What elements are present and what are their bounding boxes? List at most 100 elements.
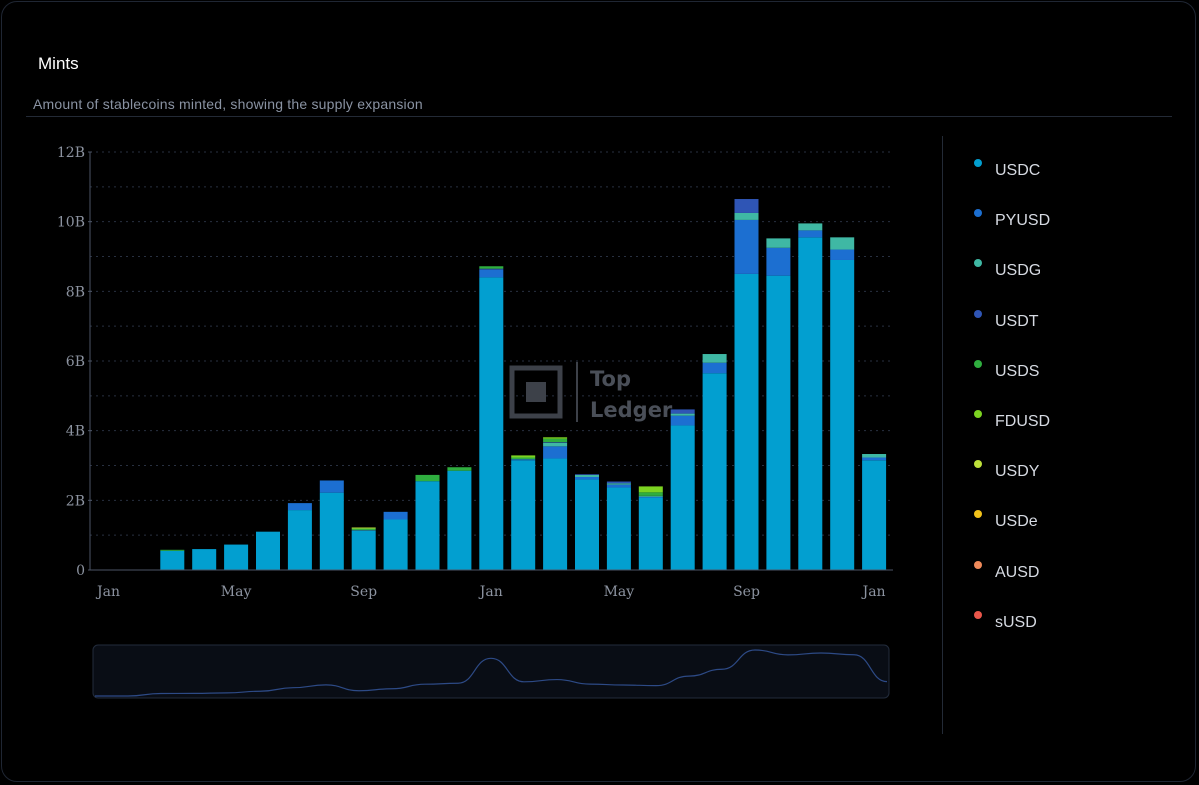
legend-dot-pyusd — [974, 209, 982, 218]
x-tick-label: May — [221, 584, 252, 600]
legend-item-usds[interactable]: USDS — [970, 357, 1170, 407]
bar-segment-pyusd[interactable] — [702, 362, 727, 374]
legend-item-pyusd[interactable]: PYUSD — [970, 206, 1170, 256]
legend-item-usdy[interactable]: USDY — [970, 457, 1170, 507]
bar-segment-usdc[interactable] — [256, 531, 280, 570]
bar-segment-usds[interactable] — [160, 549, 185, 551]
y-tick-label: 2B — [66, 493, 85, 509]
legend-label: USDY — [995, 463, 1040, 481]
bar-segment-usds[interactable] — [638, 492, 663, 496]
bar-segment-usdc[interactable] — [319, 492, 344, 570]
bar-segment-usdc[interactable] — [160, 550, 185, 570]
bar-segment-usdc[interactable] — [415, 481, 440, 570]
bar-segment-usdt[interactable] — [606, 481, 631, 484]
legend-dot-usdg — [974, 259, 982, 268]
bar-segment-usdg[interactable] — [575, 474, 599, 477]
legend-item-fdusd[interactable]: FDUSD — [970, 407, 1170, 457]
bar-segment-usds[interactable] — [543, 438, 568, 443]
bar-segment-pyusd[interactable] — [383, 511, 408, 520]
bar-segment-usdc[interactable] — [192, 549, 217, 570]
legend-item-usde[interactable]: USDe — [970, 507, 1170, 557]
bar-segment-pyusd[interactable] — [575, 476, 599, 480]
bar-segment-pyusd[interactable] — [734, 219, 759, 274]
watermark: Top Ledger — [509, 362, 673, 422]
bar-segment-pyusd[interactable] — [830, 249, 855, 260]
x-tick-label: May — [604, 584, 635, 600]
bar-segment-usds[interactable] — [351, 528, 376, 531]
legend-divider — [942, 136, 943, 734]
bar-segment-usds[interactable] — [447, 467, 472, 471]
x-tick-label: Jan — [478, 584, 503, 600]
legend-item-susd[interactable]: sUSD — [970, 608, 1170, 658]
bar-segment-fdusd[interactable] — [511, 455, 536, 458]
x-tick-label: Jan — [95, 584, 120, 600]
bar-segment-usdc[interactable] — [479, 277, 504, 570]
bar-segment-usdt[interactable] — [670, 409, 695, 414]
bar-segment-usdt[interactable] — [543, 442, 568, 443]
zoom-slider[interactable] — [92, 644, 890, 699]
y-tick-label: 4B — [66, 424, 85, 440]
bar-segment-usdg[interactable] — [766, 238, 791, 248]
zoom-slider-track[interactable] — [92, 644, 890, 699]
bar-segment-pyusd[interactable] — [606, 484, 631, 488]
bar-segment-pyusd[interactable] — [351, 530, 376, 531]
bar-segment-usdt[interactable] — [734, 199, 759, 213]
bar-segment-usdc[interactable] — [862, 460, 887, 570]
bar-segment-usdc[interactable] — [383, 519, 408, 570]
legend-item-usdc[interactable]: USDC — [970, 156, 1170, 206]
bar-series — [160, 199, 887, 570]
y-tick-label: 12B — [57, 145, 85, 161]
watermark-line-1: Top — [590, 367, 631, 391]
bar-segment-usdc[interactable] — [670, 425, 695, 570]
bar-segment-usdg[interactable] — [670, 413, 695, 416]
bar-segment-usdg[interactable] — [798, 223, 823, 231]
bar-segment-pyusd[interactable] — [511, 459, 536, 461]
bar-segment-usdc[interactable] — [543, 458, 568, 570]
bar-segment-pyusd[interactable] — [670, 415, 695, 426]
bar-segment-usdg[interactable] — [543, 442, 568, 447]
bar-segment-usdg[interactable] — [862, 454, 887, 458]
bar-segment-usdg[interactable] — [606, 483, 631, 485]
bar-segment-usdc[interactable] — [638, 497, 663, 570]
bar-segment-usdy[interactable] — [351, 527, 376, 529]
bar-segment-pyusd[interactable] — [638, 496, 663, 498]
bar-segment-usdg[interactable] — [702, 354, 727, 363]
bar-segment-usds[interactable] — [511, 457, 536, 460]
bar-segment-usdc[interactable] — [287, 510, 312, 570]
bar-segment-usdc[interactable] — [702, 373, 727, 570]
bar-segment-usdc[interactable] — [830, 259, 855, 570]
bar-segment-usdc[interactable] — [351, 530, 376, 570]
bar-segment-usdg[interactable] — [638, 495, 663, 497]
bar-segment-usdt[interactable] — [479, 268, 504, 270]
bar-segment-pyusd[interactable] — [287, 503, 312, 511]
bar-segment-usdc[interactable] — [798, 237, 823, 570]
bar-segment-usdc[interactable] — [224, 544, 249, 570]
legend-item-usdt[interactable]: USDT — [970, 307, 1170, 357]
bar-segment-pyusd[interactable] — [766, 247, 791, 276]
legend-item-ausd[interactable]: AUSD — [970, 558, 1170, 608]
legend-item-usdg[interactable]: USDG — [970, 256, 1170, 306]
bar-segment-usdc[interactable] — [575, 479, 599, 570]
bar-segment-usdc[interactable] — [511, 460, 536, 570]
bar-segment-pyusd[interactable] — [798, 230, 823, 238]
bar-segment-fdusd[interactable] — [638, 486, 663, 493]
bar-segment-usdc[interactable] — [447, 470, 472, 570]
bar-segment-fdusd[interactable] — [543, 437, 568, 439]
bar-segment-usdt[interactable] — [575, 474, 599, 475]
bar-segment-usds[interactable] — [415, 474, 440, 482]
bar-segment-usdg[interactable] — [734, 212, 759, 220]
legend-label: sUSD — [995, 613, 1037, 631]
y-axis-ticks: 0 2B 4B 6B 8B 10B 12B — [57, 145, 92, 579]
zoom-slider-overview-line — [95, 649, 888, 697]
bar-segment-usdg[interactable] — [830, 237, 855, 250]
bar-segment-pyusd[interactable] — [543, 446, 568, 459]
bar-segment-pyusd[interactable] — [862, 457, 887, 461]
bar-segment-usdc[interactable] — [606, 487, 631, 570]
bar-segment-pyusd[interactable] — [479, 269, 504, 278]
bar-segment-usds[interactable] — [479, 266, 504, 269]
bar-segment-usdc[interactable] — [734, 273, 759, 570]
bar-segment-usdc[interactable] — [766, 275, 791, 570]
chart-subtitle: Amount of stablecoins minted, showing th… — [33, 96, 423, 112]
bar-segment-pyusd[interactable] — [319, 480, 344, 493]
